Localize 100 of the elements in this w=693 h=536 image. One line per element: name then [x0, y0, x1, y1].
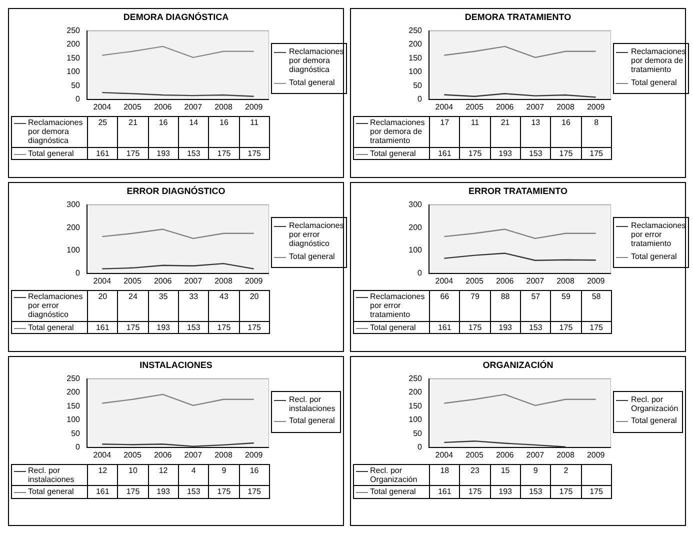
- data-label: 12: [148, 464, 178, 486]
- data-label: 193: [148, 486, 178, 498]
- text: Total general: [28, 322, 74, 332]
- y-tick-label: 0: [418, 442, 423, 452]
- x-tick-label: 2005: [466, 276, 484, 286]
- y-tick-label: 150: [408, 53, 423, 62]
- y-tick-label: 0: [76, 94, 81, 104]
- x-tick-label: 2008: [556, 450, 575, 460]
- y-tick-label: 50: [413, 80, 423, 90]
- y-tick-label: 200: [66, 40, 81, 49]
- data-label: 193: [490, 321, 520, 334]
- x-tick-label: 2007: [526, 102, 545, 112]
- y-tick-label: 150: [66, 401, 81, 410]
- x-tick-label: 2006: [154, 276, 172, 286]
- y-tick-label: 150: [408, 401, 423, 410]
- data-label: 58: [581, 290, 612, 322]
- data-label: 16: [148, 116, 178, 148]
- y-tick-label: 100: [408, 246, 423, 255]
- x-tick-label: 2007: [526, 276, 545, 286]
- data-label: 161: [88, 321, 118, 334]
- data-label: 175: [460, 486, 490, 498]
- data-label: 17: [430, 116, 460, 148]
- text: Recl. por instalaciones: [289, 395, 336, 414]
- text: Reclamaciones por error tratamiento: [370, 292, 425, 320]
- x-tick-label: 2007: [184, 276, 203, 286]
- data-label: 175: [550, 321, 582, 334]
- data-label: 14: [178, 116, 209, 148]
- data-label: 59: [550, 290, 582, 322]
- legend-label: Total general: [289, 416, 335, 426]
- text: Total general: [370, 487, 416, 496]
- y-tick-label: 100: [66, 415, 81, 424]
- x-tick-label: 2008: [214, 102, 233, 112]
- data-label: 175: [208, 486, 240, 498]
- legend-label: Total general: [289, 78, 335, 87]
- data-label: 175: [118, 486, 148, 498]
- x-tick-label: 2005: [124, 102, 142, 112]
- data-label: 153: [178, 147, 209, 160]
- text: Recl. por Organización: [631, 395, 678, 414]
- chart-title: INSTALACIONES: [138, 360, 214, 370]
- y-tick-label: 200: [408, 40, 423, 49]
- y-tick-label: 50: [413, 428, 423, 438]
- y-tick-label: 150: [66, 53, 81, 62]
- data-label: 193: [148, 321, 178, 334]
- y-tick-label: 200: [408, 222, 423, 232]
- x-tick-label: 2009: [586, 276, 606, 286]
- x-tick-label: 2008: [556, 276, 575, 286]
- data-label: 153: [520, 486, 551, 498]
- legend-label: Total general: [631, 416, 677, 426]
- data-label: 193: [490, 147, 520, 160]
- data-label: 161: [430, 486, 460, 498]
- data-label: 8: [581, 116, 612, 148]
- text: Total general: [28, 148, 74, 158]
- legend-label: Reclamaciones por error tratamiento: [631, 221, 686, 249]
- data-label: 24: [118, 290, 148, 322]
- text: Total general: [28, 487, 74, 496]
- x-tick-label: 2005: [466, 450, 484, 460]
- text: Reclamaciones por error diagnóstico: [289, 221, 344, 248]
- chart-title: DEMORA TRATAMIENTO: [464, 12, 572, 22]
- data-label: 15: [490, 464, 520, 486]
- legend-label: Reclamaciones por demora de tratamiento: [370, 118, 426, 146]
- x-tick-label: 2004: [435, 450, 454, 460]
- data-label: 175: [550, 486, 582, 498]
- data-label: 43: [208, 290, 240, 322]
- y-tick-label: 50: [71, 428, 81, 438]
- data-label: 193: [490, 486, 520, 498]
- y-tick-label: 300: [408, 200, 423, 210]
- x-tick-label: 2004: [435, 102, 454, 112]
- y-tick-label: 250: [66, 374, 81, 384]
- data-label: 16: [550, 116, 582, 148]
- data-label: 57: [520, 290, 551, 322]
- x-tick-label: 2009: [244, 276, 264, 286]
- x-tick-label: 2004: [93, 102, 112, 112]
- x-tick-label: 2006: [154, 450, 172, 460]
- y-tick-label: 0: [76, 268, 81, 278]
- data-label: 79: [460, 290, 490, 322]
- x-tick-label: 2006: [496, 450, 514, 460]
- x-tick-label: 2009: [586, 102, 606, 112]
- text: Total general: [370, 322, 416, 332]
- data-label: 161: [430, 321, 460, 334]
- data-label: 161: [88, 147, 118, 160]
- data-label: 16: [208, 116, 240, 148]
- data-label: 153: [178, 486, 209, 498]
- y-tick-label: 100: [408, 67, 423, 76]
- y-tick-label: 300: [66, 200, 81, 210]
- data-label: 33: [178, 290, 209, 322]
- chart-title: ERROR TRATAMIENTO: [468, 186, 568, 196]
- y-tick-label: 100: [66, 246, 81, 255]
- data-label: 175: [239, 147, 270, 160]
- legend-label: Reclamaciones por demora diagnóstica: [28, 118, 84, 146]
- y-tick-label: 200: [408, 388, 423, 397]
- data-label: 193: [148, 147, 178, 160]
- data-label: 9: [208, 464, 240, 486]
- y-tick-label: 200: [66, 388, 81, 397]
- data-label: 175: [460, 321, 490, 334]
- data-label: 16: [239, 464, 270, 486]
- data-label: 153: [178, 321, 209, 334]
- data-label: 175: [239, 486, 270, 498]
- y-tick-label: 200: [66, 222, 81, 232]
- text: Reclamaciones por demora de tratamiento: [631, 47, 686, 74]
- data-label: 175: [581, 486, 612, 498]
